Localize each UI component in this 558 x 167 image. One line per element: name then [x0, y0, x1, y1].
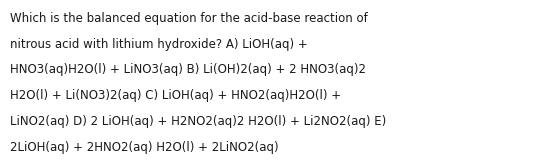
Text: Which is the balanced equation for the acid-base reaction of: Which is the balanced equation for the a… — [10, 12, 368, 25]
Text: H2O(l) + Li(NO3)2(aq) C) LiOH(aq) + HNO2(aq)H2O(l) +: H2O(l) + Li(NO3)2(aq) C) LiOH(aq) + HNO2… — [10, 89, 341, 102]
Text: 2LiOH(aq) + 2HNO2(aq) H2O(l) + 2LiNO2(aq): 2LiOH(aq) + 2HNO2(aq) H2O(l) + 2LiNO2(aq… — [10, 141, 278, 154]
Text: nitrous acid with lithium hydroxide? A) LiOH(aq) +: nitrous acid with lithium hydroxide? A) … — [10, 38, 308, 51]
Text: LiNO2(aq) D) 2 LiOH(aq) + H2NO2(aq)2 H2O(l) + Li2NO2(aq) E): LiNO2(aq) D) 2 LiOH(aq) + H2NO2(aq)2 H2O… — [10, 115, 386, 128]
Text: HNO3(aq)H2O(l) + LiNO3(aq) B) Li(OH)2(aq) + 2 HNO3(aq)2: HNO3(aq)H2O(l) + LiNO3(aq) B) Li(OH)2(aq… — [10, 63, 366, 76]
